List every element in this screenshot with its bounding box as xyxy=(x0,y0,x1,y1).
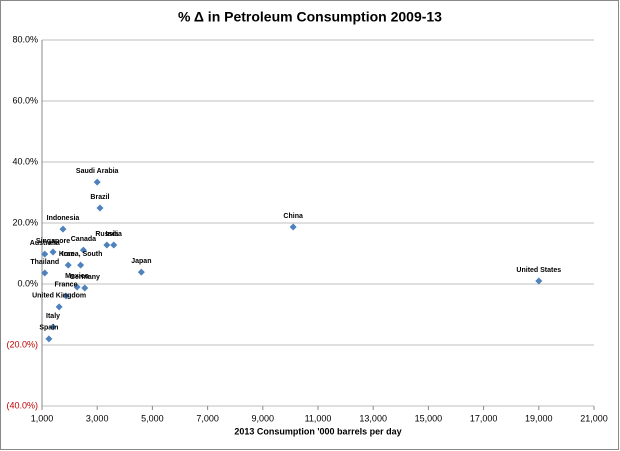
x-axis-label: 2013 Consumption '000 barrels per day xyxy=(234,426,401,436)
point-label: Spain xyxy=(39,325,58,332)
point-label: Germany xyxy=(70,274,100,281)
x-tick-label: 15,000 xyxy=(415,413,443,423)
point-label: Canada xyxy=(71,236,96,243)
point-label: Japan xyxy=(131,258,151,265)
point-label: Saudi Arabia xyxy=(76,168,119,175)
point xyxy=(79,246,87,254)
x-tick-label: 13,000 xyxy=(359,413,387,423)
x-tick-label: 11,000 xyxy=(305,413,332,423)
x-tick-label: 9,000 xyxy=(252,413,275,423)
x-tick-label: 3,000 xyxy=(86,413,109,423)
x-tick-label: 5,000 xyxy=(141,413,164,423)
y-tick-label: 0.0% xyxy=(17,278,38,288)
point-label: Brazil xyxy=(90,194,109,201)
x-tick-label: 19,000 xyxy=(525,413,553,423)
point-label: Indonesia xyxy=(47,215,80,222)
point xyxy=(137,268,145,276)
x-tick-label: 17,000 xyxy=(470,413,498,423)
point xyxy=(103,241,111,249)
point xyxy=(45,335,53,343)
point xyxy=(535,277,543,285)
point xyxy=(64,261,72,269)
point xyxy=(93,178,101,186)
point xyxy=(77,261,85,269)
y-tick-label: 40.0% xyxy=(12,156,38,166)
point xyxy=(81,284,89,292)
point-label: Iran xyxy=(62,251,75,258)
point xyxy=(41,250,49,258)
point-label: Australia xyxy=(30,240,60,247)
point-label: Mexico xyxy=(65,273,89,280)
point xyxy=(289,223,297,231)
point xyxy=(49,248,57,256)
y-tick-label: 20.0% xyxy=(12,217,38,227)
point-label: Singapore xyxy=(36,238,70,245)
y-tick-label: (40.0%) xyxy=(6,400,38,410)
point xyxy=(49,323,57,331)
point-label: Russia xyxy=(95,231,118,238)
y-tick-label: (20.0%) xyxy=(6,339,38,349)
point-label: United Kingdom xyxy=(32,293,86,300)
y-tick-label: 80.0% xyxy=(12,34,38,44)
x-tick-label: 1,000 xyxy=(31,413,54,423)
point xyxy=(62,292,70,300)
point-label: China xyxy=(283,213,303,220)
x-tick-label: 21,000 xyxy=(580,413,608,423)
point-label: Italy xyxy=(46,313,60,320)
point-label: Korea, South xyxy=(59,251,103,258)
point-label: Thailand xyxy=(30,259,59,266)
point xyxy=(59,225,67,233)
point xyxy=(73,283,81,291)
point xyxy=(96,204,104,212)
y-tick-label: 60.0% xyxy=(12,95,38,105)
point-label: United States xyxy=(516,267,561,274)
chart-title: % Δ in Petroleum Consumption 2009-13 xyxy=(178,9,442,25)
point-label: France xyxy=(55,282,78,289)
point-label: India xyxy=(106,231,122,238)
point xyxy=(55,303,63,311)
point xyxy=(110,241,118,249)
x-tick-label: 7,000 xyxy=(196,413,219,423)
point xyxy=(41,269,49,277)
